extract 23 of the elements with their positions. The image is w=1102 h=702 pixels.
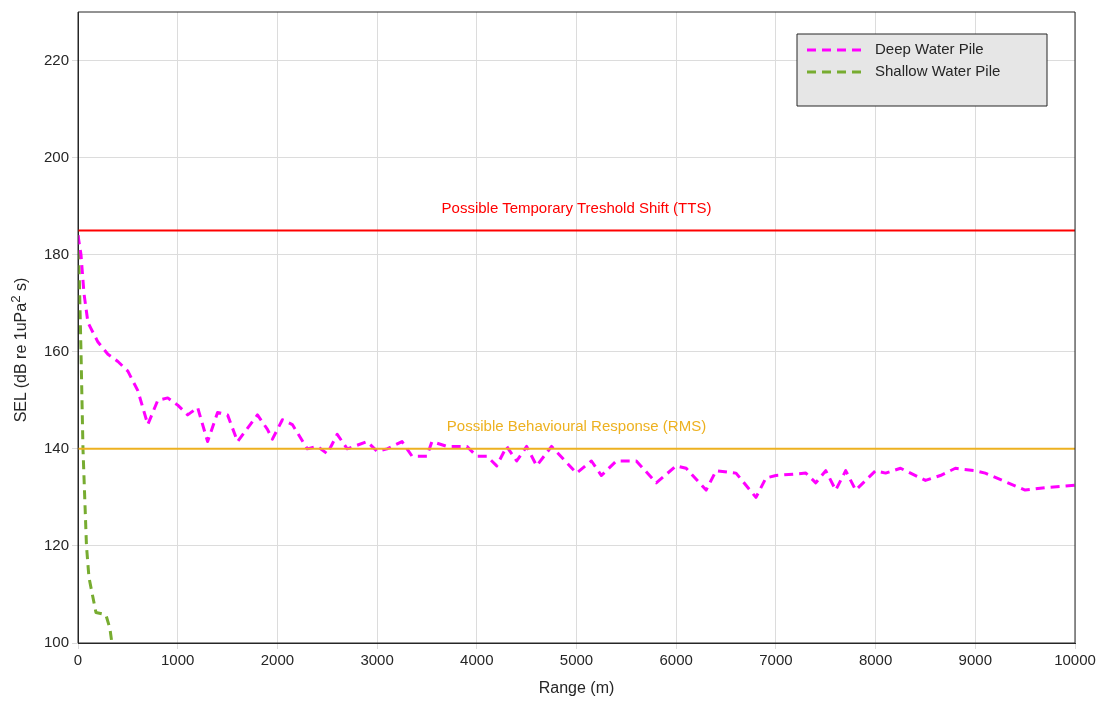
legend-label: Deep Water Pile [875,40,984,58]
y-tick-label: 140 [43,438,69,456]
x-tick-label: 3000 [360,651,394,669]
x-tick-label: 10000 [1054,651,1096,669]
x-tick-label: 0 [73,651,83,669]
y-tick-label: 160 [43,341,69,359]
ref-line-label: Possible Behavioural Response (RMS) [446,417,707,435]
y-tick-label: 120 [43,536,69,554]
x-tick-label: 4000 [460,651,494,669]
y-tick-label: 180 [43,244,69,262]
x-tick-label: 9000 [958,651,992,669]
x-axis-title: Range (m) [538,678,615,696]
x-tick-label: 8000 [858,651,893,669]
legend-label: Shallow Water Pile [875,62,1001,80]
y-tick-label: 200 [43,147,69,165]
x-tick-label: 5000 [559,651,594,669]
x-tick-label: 1000 [161,651,195,669]
x-tick-label: 2000 [260,651,295,669]
ref-line-label: Possible Temporary Treshold Shift (TTS) [441,199,712,217]
y-tick-label: 100 [43,633,69,651]
y-tick-label: 220 [43,50,69,68]
x-tick-label: 7000 [759,651,793,669]
x-tick-label: 6000 [659,651,693,669]
